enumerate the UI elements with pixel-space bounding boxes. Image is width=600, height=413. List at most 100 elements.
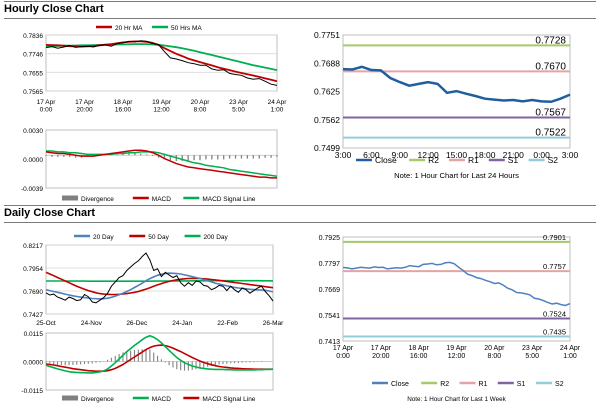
hourly-macd-legend-label-1: MACD [152, 196, 171, 203]
daily-top-rule [4, 205, 596, 206]
daily-pivot-ytick-3: 0.7541 [319, 313, 341, 320]
daily-pivot-legend-label-1: R2 [440, 381, 449, 388]
hourly-price-ytick-1: 0.7746 [23, 52, 43, 59]
daily-price-xtick-4: 22-Feb [217, 320, 238, 327]
hourly-pivot-ytick-3: 0.7562 [314, 115, 340, 125]
hourly-pivot-xtick-1: 6:00 [363, 150, 380, 160]
daily-macd-line [45, 334, 274, 374]
hourly-pivot-r1-label: 0.7670 [535, 61, 566, 72]
daily-pivot-xtick-6: 24 Apr 1:00 [560, 345, 581, 360]
daily-pivot-s2-label: 0.7435 [543, 328, 566, 337]
hourly-macd-ytick-2: -0.0039 [21, 186, 43, 193]
hourly-pivot-xtick-5: 18:00 [474, 150, 496, 160]
daily-pivot-legend-label-3: S1 [517, 381, 526, 388]
daily-price-ytick-2: 0.7690 [23, 289, 43, 296]
daily-price-legend-label-0: 20 Day [93, 234, 114, 241]
daily-price-xtick-3: 24-Jan [172, 320, 192, 327]
hourly-pivot-ytick-0: 0.7751 [314, 30, 340, 40]
hourly-macd-ytick-1: 0.0000 [23, 157, 43, 164]
hourly-section-title: Hourly Close Chart [4, 3, 104, 15]
daily-price-xtick-5: 26-Mar [263, 320, 284, 327]
daily-pivot-xtick-3: 19 Apr 12:00 [446, 345, 467, 360]
daily-macd-legend-label-1: MACD [152, 396, 171, 403]
hourly-price-ytick-2: 0.7655 [23, 70, 43, 77]
daily-price-ytick-0: 0.8217 [23, 243, 43, 250]
daily-ma20-line [45, 272, 274, 300]
daily-pivot-xtick-5: 23 Apr 5:00 [522, 345, 543, 360]
hourly-pivot-legend-label-1: R2 [428, 155, 439, 165]
hourly-price-xtick-2: 18 Apr 16:00 [114, 99, 134, 114]
hourly-macd-legend-label-2: MACD Signal Line [202, 196, 255, 203]
daily-signal-line [45, 344, 273, 373]
hourly-macd-legend-label-0: Divergence [81, 196, 114, 203]
hourly-pivot-xtick-6: 21:00 [503, 150, 525, 160]
daily-pivot-close-line [342, 261, 571, 307]
daily-pivot-xtick-0: 17 Apr 0:00 [333, 345, 354, 360]
hourly-price-legend-label-0: 20 Hr MA [115, 25, 143, 32]
daily-ma50-line [45, 271, 274, 296]
daily-macd-legend-label-2: MACD Signal Line [202, 396, 255, 403]
daily-pivot-ytick-2: 0.7669 [319, 287, 341, 294]
hourly-pivot-close-line [342, 65, 571, 104]
daily-pivot-frame [342, 236, 571, 342]
hourly-price-xtick-4: 20 Apr 8:00 [191, 99, 211, 114]
daily-price-ytick-3: 0.7427 [23, 312, 43, 319]
daily-macd-legend-label-0: Divergence [81, 396, 114, 403]
hourly-price-xtick-3: 19 Apr 12:00 [152, 99, 172, 114]
daily-pivot-legend-label-4: S2 [555, 381, 564, 388]
hourly-pivot-ytick-4: 0.7499 [314, 143, 340, 153]
daily-pivot-legend-label-0: Close [391, 381, 409, 388]
daily-pivot-legend-label-2: R1 [478, 381, 487, 388]
hourly-pivot-xtick-8: 3:00 [562, 150, 579, 160]
hourly-pivot-xtick-4: 15:00 [446, 150, 468, 160]
hourly-pivot-legend-label-2: R1 [468, 155, 479, 165]
hourly-price-xtick-1: 17 Apr 20:00 [75, 99, 95, 114]
hourly-price-xtick-5: 23 Apr 5:00 [229, 99, 249, 114]
daily-price-ytick-1: 0.7954 [23, 266, 43, 273]
hourly-pivot-note: Note: 1 Hour Chart for Last 24 Hours [394, 171, 519, 180]
top-rule [4, 1, 596, 2]
hourly-macd-frame [45, 129, 278, 189]
daily-title-rule [4, 222, 596, 223]
hourly-pivot-xtick-2: 9:00 [391, 150, 408, 160]
hourly-pivot-s2-label: 0.7522 [535, 128, 566, 139]
daily-price-legend-label-2: 200 Day [204, 234, 229, 241]
hourly-macd-ytick-0: 0.0030 [23, 128, 43, 135]
daily-pivot-xtick-1: 17 Apr 20:00 [371, 345, 392, 360]
hourly-price-line [45, 40, 278, 86]
hourly-pivot-legend-label-3: S1 [508, 155, 519, 165]
hourly-pivot-xtick-3: 12:00 [417, 150, 439, 160]
hourly-pivot-ytick-2: 0.7625 [314, 87, 340, 97]
hourly-ma50-line [45, 43, 278, 71]
hourly-pivot-legend-label-0: Close [375, 155, 397, 165]
daily-pivot-ytick-4: 0.7413 [319, 339, 341, 346]
hourly-macd-line [45, 149, 277, 179]
hourly-price-ytick-3: 0.7565 [23, 89, 43, 96]
daily-pivot-r2-label: 0.7901 [543, 233, 566, 242]
hourly-pivot-s1-label: 0.7567 [535, 108, 566, 119]
daily-ma200-line [46, 279, 274, 283]
daily-pivot-xtick-4: 20 Apr 8:00 [484, 345, 505, 360]
daily-price-frame [45, 244, 274, 315]
daily-pivot-s1-label: 0.7524 [543, 309, 566, 318]
hourly-price-legend-label-1: 50 Hrs MA [171, 25, 202, 32]
daily-pivot-ytick-1: 0.7797 [319, 261, 341, 268]
hourly-pivot-legend-label-4: S2 [548, 155, 559, 165]
daily-section-title: Daily Close Chart [4, 207, 96, 219]
hourly-title-rule [4, 18, 596, 19]
daily-pivot-note: Note: 1 Hour Chart for Last 1 Week [407, 396, 506, 403]
daily-price-xtick-1: 24-Nov [81, 320, 103, 327]
hourly-pivot-r2-label: 0.7728 [535, 35, 566, 46]
daily-pivot-xtick-2: 18 Apr 16:00 [409, 345, 430, 360]
daily-macd-ytick-2: -0.0115 [21, 388, 43, 395]
daily-price-legend-label-1: 50 Day [148, 234, 169, 241]
hourly-pivot-ytick-1: 0.7688 [314, 58, 340, 68]
hourly-signal-line [46, 150, 278, 177]
hourly-pivot-xtick-0: 3:00 [335, 150, 352, 160]
daily-pivot-ytick-0: 0.7925 [319, 235, 341, 242]
hourly-price-ytick-0: 0.7836 [23, 33, 43, 40]
daily-macd-ytick-1: 0.0000 [23, 360, 43, 367]
hourly-price-xtick-6: 24 Apr 1:00 [268, 99, 288, 114]
